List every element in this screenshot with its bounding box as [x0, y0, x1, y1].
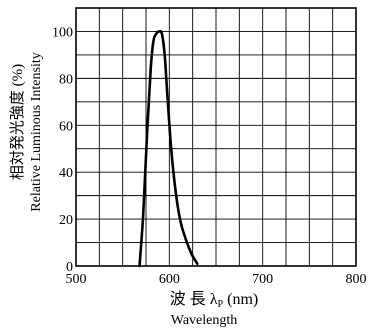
- y-tick-label: 40: [59, 166, 73, 181]
- grid-layer: [76, 8, 356, 266]
- x-axis-label-main: 波 長 λ: [170, 290, 218, 308]
- x-tick-label: 600: [159, 272, 180, 287]
- y-tick-label: 20: [59, 213, 73, 228]
- y-axis-label-english: Relative Luminous Intensity: [29, 52, 44, 211]
- x-axis-label-unit: (nm): [227, 291, 258, 308]
- x-axis-label-subscript: P: [218, 299, 224, 310]
- x-tick-label: 500: [66, 272, 87, 287]
- series-layer: [138, 29, 199, 268]
- spectrum-curve: [138, 29, 199, 268]
- y-tick-label: 80: [59, 72, 73, 87]
- plot-frame: [75, 7, 357, 267]
- x-tick-label: 700: [252, 272, 273, 287]
- tick-label-layer: 500 600 700 800 0 20 40 60 80 100: [52, 25, 367, 287]
- x-axis-label-english: Wavelength: [171, 313, 238, 328]
- y-tick-label: 0: [66, 260, 73, 275]
- y-tick-label: 100: [52, 25, 73, 40]
- y-axis-label: 相対発光強度 (%): [9, 64, 26, 180]
- x-axis-label: 波 長 λP (nm): [170, 290, 258, 310]
- x-tick-label: 800: [346, 272, 367, 287]
- y-tick-label: 60: [59, 119, 73, 134]
